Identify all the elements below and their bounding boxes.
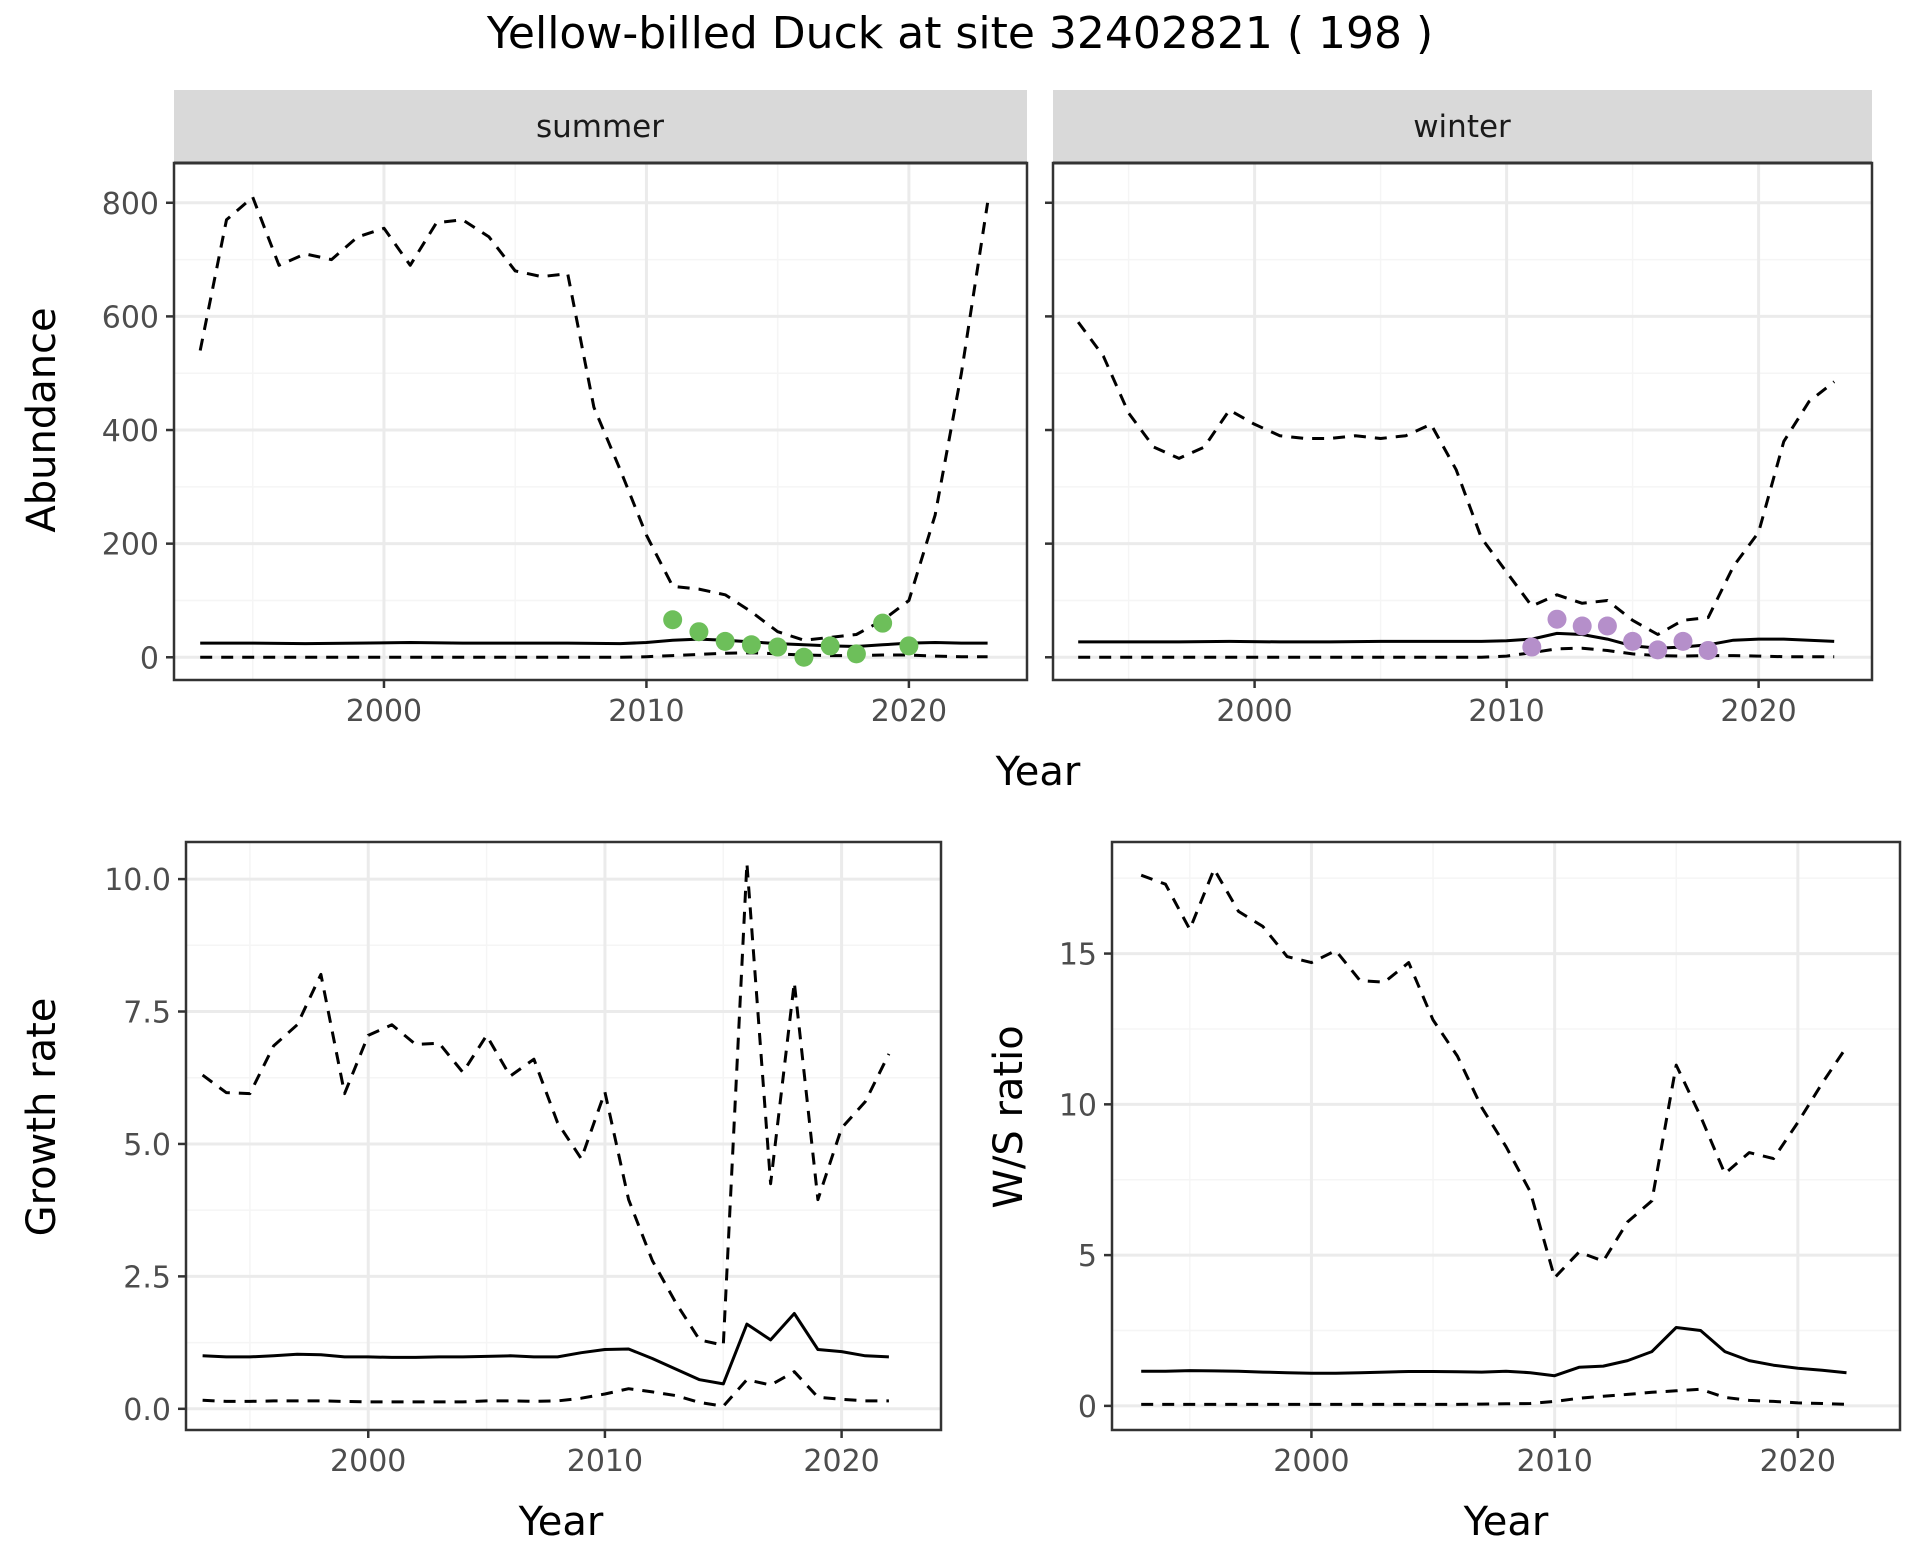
growth-mean-line	[202, 1312, 889, 1386]
ratio-y-tick-label: 15	[1059, 938, 1097, 973]
ratio-x-tick-label: 2010	[1516, 1444, 1592, 1479]
ws-ratio-panel: W/S ratio Year 2000 2010 2020 0 5 10 15	[986, 840, 1902, 1545]
growth-panel-border	[184, 840, 943, 1432]
ratio-x-tick-label: 2000	[1273, 1444, 1349, 1479]
growth-grid	[186, 842, 941, 1430]
winter-lower-bound-line	[1078, 646, 1835, 659]
summer-data-point	[820, 636, 840, 656]
summer-y-tick-label: 800	[102, 187, 159, 222]
summer-grid	[174, 163, 1027, 680]
growth-x-tick-label: 2010	[567, 1444, 643, 1479]
winter-x-tick-label: 2020	[1720, 694, 1796, 729]
summer-y-tick-label: 200	[102, 528, 159, 563]
growth-y-tick-label: 7.5	[123, 996, 171, 1031]
ratio-panel-border	[1110, 840, 1902, 1432]
summer-y-tick-label: 400	[102, 414, 159, 449]
ratio-x-tick-label: 2020	[1760, 1444, 1836, 1479]
winter-x-tick-label: 2010	[1468, 694, 1544, 729]
summer-y-tick-label: 0	[140, 641, 159, 676]
summer-data-point	[794, 647, 814, 667]
winter-data-point	[1572, 616, 1592, 636]
summer-data-point	[846, 644, 866, 664]
summer-data-point	[741, 635, 761, 655]
winter-data-point	[1673, 631, 1693, 651]
ratio-y-tick-label: 5	[1078, 1239, 1097, 1274]
summer-data-point	[899, 636, 919, 656]
ratio-x-axis-title: Year	[1463, 1499, 1549, 1545]
ratio-y-tick-label: 0	[1078, 1390, 1097, 1425]
winter-data-point	[1648, 640, 1668, 660]
winter-data-point	[1698, 640, 1718, 660]
winter-strip-label: winter	[1413, 109, 1511, 145]
growth-y-axis-title: Growth rate	[19, 998, 65, 1237]
summer-y-tick-label: 600	[102, 300, 159, 335]
growth-y-tick-label: 0.0	[123, 1393, 171, 1428]
figure-title: Yellow-billed Duck at site 32402821 ( 19…	[486, 8, 1433, 59]
ratio-upper-bound-line	[1140, 867, 1848, 1280]
summer-data-point	[689, 622, 709, 642]
summer-data-point	[768, 637, 788, 657]
growth-x-tick-label: 2020	[803, 1444, 879, 1479]
shared-x-axis-title: Year	[995, 749, 1081, 795]
winter-data-point	[1547, 609, 1567, 629]
summer-x-tick-label: 2010	[608, 694, 684, 729]
winter-data-point	[1623, 631, 1643, 651]
summer-y-axis-title: Abundance	[19, 307, 65, 532]
summer-strip	[174, 90, 1027, 163]
summer-x-tick-label: 2020	[871, 694, 947, 729]
winter-data-point	[1522, 637, 1542, 657]
winter-x-tick-label: 2000	[1216, 694, 1292, 729]
winter-upper-bound-line	[1076, 321, 1836, 636]
growth-lower-bound-line	[202, 1370, 889, 1408]
growth-y-tick-label: 5.0	[123, 1128, 171, 1163]
winter-data-point	[1597, 616, 1617, 636]
winter-strip	[1053, 90, 1872, 163]
winter-panel: winter 2000 2010 2020	[1045, 90, 1874, 729]
growth-y-tick-label: 10.0	[104, 863, 171, 898]
ratio-mean-line	[1141, 1326, 1847, 1378]
summer-panel: summer Abundance 2000 2010 2020 0 200 400 600 8…	[19, 90, 1029, 729]
summer-data-point	[715, 631, 735, 651]
ratio-lower-bound-line	[1141, 1387, 1847, 1406]
winter-mean-line	[1078, 631, 1835, 650]
ratio-y-axis-title: W/S ratio	[986, 1025, 1032, 1208]
summer-x-tick-label: 2000	[346, 694, 422, 729]
summer-upper-bound-line	[198, 195, 990, 642]
ratio-y-tick-label: 10	[1059, 1088, 1097, 1123]
summer-data-point	[663, 610, 683, 630]
ratio-grid	[1112, 842, 1900, 1430]
growth-rate-panel: Growth rate Year 2000 2010 2020 0.0 2.5 5.0 7.…	[19, 840, 943, 1545]
growth-x-axis-title: Year	[518, 1499, 604, 1545]
summer-strip-label: summer	[536, 109, 664, 145]
growth-x-tick-label: 2000	[330, 1444, 406, 1479]
growth-y-tick-label: 2.5	[123, 1260, 171, 1295]
summer-data-point	[873, 613, 893, 633]
